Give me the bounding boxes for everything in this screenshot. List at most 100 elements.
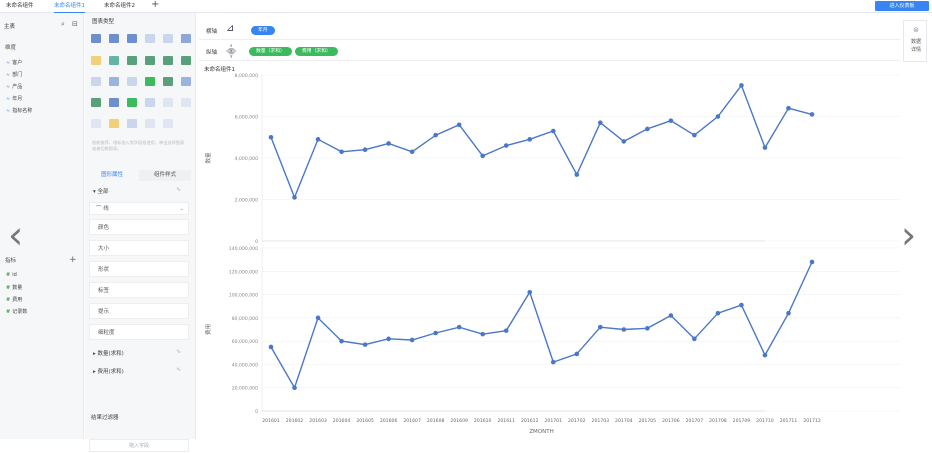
dimension-icon: ≈	[6, 60, 11, 66]
kpi-icon[interactable]	[91, 56, 101, 65]
all-properties-header[interactable]: ▾ 全部	[93, 189, 109, 195]
x-tick-label: 201608	[427, 418, 445, 424]
text-chart-icon[interactable]	[163, 119, 173, 128]
data-point	[409, 149, 415, 155]
chart-shape-select[interactable]: ⌒ 线 ⌄	[89, 202, 189, 215]
stacked-column-icon[interactable]	[145, 56, 155, 65]
data-point	[480, 153, 485, 159]
dimension-field[interactable]: ≈ 客户	[6, 60, 23, 66]
grouped-bar-icon[interactable]	[163, 56, 173, 65]
data-point	[268, 344, 274, 350]
dimension-field[interactable]: ≈ 年月	[6, 96, 23, 102]
measure-field[interactable]: # 记录数	[6, 309, 28, 315]
data-point	[527, 289, 533, 295]
axis-chart-icon[interactable]: ⊿	[226, 23, 235, 34]
edit-table-icon[interactable]: ⊟	[72, 20, 78, 28]
grid-table-icon[interactable]	[163, 34, 173, 43]
data-point	[809, 259, 815, 265]
hash-icon: #	[6, 285, 11, 291]
label-property[interactable]: 标签	[89, 282, 189, 298]
donut-chart-icon[interactable]	[109, 98, 119, 107]
field-pill-cost[interactable]: 费用（求和）	[295, 47, 338, 56]
gauge-chart-icon[interactable]	[109, 119, 119, 128]
x-tick-label: 201708	[709, 418, 727, 424]
data-point	[645, 326, 650, 331]
dimension-header: 维度	[5, 45, 17, 51]
data-point	[762, 145, 768, 150]
data-point	[550, 128, 556, 134]
data-point	[433, 330, 438, 336]
line-chart-icon[interactable]	[91, 77, 101, 86]
table-chart-icon[interactable]	[91, 34, 101, 43]
area-chart-icon[interactable]	[109, 77, 119, 86]
data-point	[739, 83, 744, 88]
granularity-property[interactable]: 细粒度	[89, 324, 189, 340]
y-tick-label: 8,000,000	[235, 73, 258, 79]
add-measure-button[interactable]: +	[69, 255, 77, 265]
add-tab-button[interactable]: +	[151, 0, 160, 10]
measure-group-0[interactable]: ▸ 数量(求和)	[93, 351, 124, 357]
tree-table-icon[interactable]	[181, 34, 191, 43]
data-point	[598, 324, 603, 330]
measure-field[interactable]: # 数量	[6, 285, 23, 291]
pie-chart-icon[interactable]	[91, 98, 101, 107]
axis-chart-icon[interactable]: ⸎	[226, 47, 237, 58]
search-icon[interactable]: ⌕	[61, 20, 65, 28]
size-property[interactable]: 大小	[89, 240, 189, 256]
tab-graph-properties[interactable]: 图形属性	[86, 170, 138, 181]
tooltip-property[interactable]: 提示	[89, 303, 189, 319]
word-cloud-icon[interactable]	[91, 119, 101, 128]
tab-component-1[interactable]: 未命名组件1	[54, 0, 85, 13]
data-point	[386, 141, 391, 146]
rose-chart-icon[interactable]	[127, 98, 137, 107]
heat-map-icon[interactable]	[163, 98, 173, 107]
data-point	[692, 132, 697, 138]
dimension-field[interactable]: ≈ 指标名称	[6, 108, 33, 114]
list-table-icon[interactable]	[145, 34, 155, 43]
dimension-field[interactable]: ≈ 产品	[6, 84, 23, 90]
tab-component-2[interactable]: 未命名组件2	[104, 3, 135, 9]
shape-property[interactable]: 形状	[89, 261, 189, 277]
radar-chart-icon[interactable]	[127, 77, 137, 86]
scatter-chart-icon[interactable]	[181, 77, 191, 86]
trend-line-icon[interactable]	[145, 77, 155, 86]
bar-line-icon[interactable]	[163, 77, 173, 86]
hash-icon: #	[6, 309, 11, 315]
measure-field[interactable]: # 费用	[6, 297, 23, 303]
horizontal-axis-shelf[interactable]: 横轴 ⊿ 年月	[199, 20, 900, 40]
y-tick-label: 2,000,000	[235, 198, 258, 204]
chevron-down-icon: ⌄	[179, 206, 184, 212]
tab-component-style[interactable]: 组件样式	[139, 170, 191, 181]
field-pill-month[interactable]: 年月	[251, 26, 275, 35]
dimension-icon: ≈	[6, 96, 11, 102]
color-property[interactable]: 颜色	[89, 219, 189, 235]
vertical-axis-shelf[interactable]: 纵轴 ⸎ 数量（求和） 费用（求和）	[199, 41, 900, 61]
dimension-field[interactable]: ≈ 部门	[6, 72, 23, 78]
prev-arrow-icon[interactable]: ‹	[8, 213, 24, 257]
column-chart-icon[interactable]	[127, 56, 137, 65]
x-tick-label: 201607	[403, 418, 421, 424]
detail-table-icon[interactable]	[127, 34, 137, 43]
measure-field[interactable]: # id	[6, 272, 17, 278]
bar-chart-icon[interactable]	[109, 56, 119, 65]
map-chart-icon[interactable]	[145, 98, 155, 107]
data-point	[621, 139, 627, 144]
data-point	[715, 114, 721, 119]
y-tick-label: 60,000,000	[232, 339, 258, 345]
data-point	[362, 342, 368, 347]
filter-chart-icon[interactable]	[145, 119, 155, 128]
tab-component-0[interactable]: 未命名组件	[6, 3, 34, 9]
cross-table-icon[interactable]	[109, 34, 119, 43]
field-pill-quantity[interactable]: 数量（求和）	[249, 47, 292, 56]
enter-dashboard-button[interactable]: 进入仪表板	[875, 1, 929, 11]
data-detail-button[interactable]: ⊜ 数据 详情	[903, 20, 927, 62]
data-point	[786, 105, 791, 111]
measure-group-1[interactable]: ▸ 费用(求和)	[93, 369, 124, 375]
flow-map-icon[interactable]	[181, 98, 191, 107]
funnel-chart-icon[interactable]	[127, 119, 137, 128]
filter-drop-field[interactable]: 拖入字段	[89, 439, 189, 452]
x-tick-label: 201703	[592, 418, 610, 424]
combo-chart-icon[interactable]	[181, 56, 191, 65]
data-point	[527, 137, 533, 142]
next-arrow-icon[interactable]: ›	[901, 213, 917, 257]
